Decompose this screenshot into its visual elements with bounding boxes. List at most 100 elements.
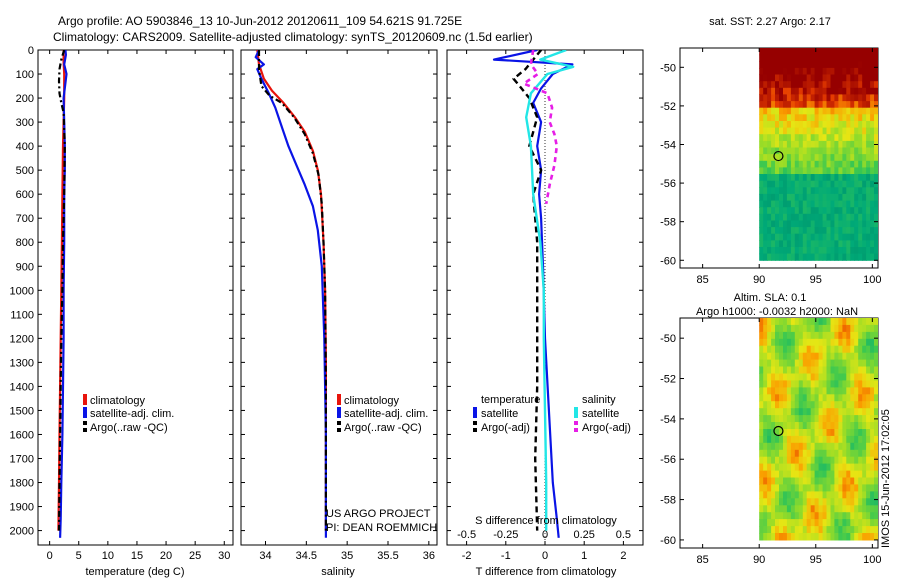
heatmap-cell [866,435,871,444]
heatmap-cell [838,477,843,485]
heatmap-cell [794,366,800,374]
heatmap-cell [858,526,863,534]
heatmap-cell [759,408,764,416]
heatmap-cell [830,121,836,129]
heatmap-cell [759,505,764,513]
heatmap-cell [779,227,784,235]
heatmap-cell [850,213,855,221]
heatmap-cell [874,442,878,451]
heatmap-cell [806,373,812,381]
heatmap-cell [874,74,878,82]
heatmap-cell [783,193,788,202]
heatmap-cell [842,220,847,228]
heatmap-cell [814,240,820,248]
heatmap-cell [842,387,847,395]
heatmap-cell [850,54,855,62]
xtick-label: 34 [259,550,271,562]
heatmap-cell [814,338,820,347]
heatmap-cell [866,101,871,109]
heatmap-cell [802,48,808,56]
heatmap-cell [874,324,878,333]
heatmap-cell [786,220,792,228]
map-ytick-label: -58 [660,495,676,507]
heatmap-cell [810,240,816,248]
heatmap-cell [786,101,792,109]
heatmap-cell [786,74,792,82]
heatmap-cell [767,253,772,261]
heatmap-cell [783,200,788,208]
heatmap-cell [779,373,784,381]
heatmap-cell [767,345,772,354]
difference-xlabel: T difference from climatology [476,566,617,578]
heatmap-cell [842,121,847,129]
heatmap-cell [866,463,871,472]
xtick-label: 20 [160,550,172,562]
heatmap-cell [790,484,796,492]
heatmap-cell [806,449,812,458]
heatmap-cell [826,54,832,62]
heatmap-cell [783,107,788,115]
heatmap-cell [779,107,784,115]
heatmap-cell [850,338,855,347]
heatmap-cell [783,174,788,182]
heatmap-cell [858,512,863,520]
heatmap-cell [814,101,820,109]
heatmap-cell [834,187,839,195]
heatmap-cell [790,67,796,76]
salinity-diff-tick-label: 0.5 [616,529,631,541]
heatmap-cell [874,408,878,416]
heatmap-cell [826,401,832,409]
heatmap-cell [858,180,863,188]
heatmap-cell [850,318,855,326]
heatmap-cell [838,526,843,534]
heatmap-cell [826,233,832,241]
heatmap-cell [783,240,788,248]
heatmap-cell [783,127,788,135]
heatmap-cell [786,526,792,534]
heatmap-cell [775,345,780,354]
xtick-label: 2 [620,550,626,562]
heatmap-cell [834,134,839,142]
heatmap-cell [830,359,836,368]
legend-label-temp-satellite: satellite [481,408,518,420]
heatmap-cell [822,140,828,149]
heatmap-cell [830,463,836,472]
heatmap-cell [854,505,859,513]
heatmap-cell [810,67,816,76]
heatmap-cell [802,526,808,534]
heatmap-cell [830,401,836,409]
heatmap-cell [862,470,867,479]
heatmap-cell [874,174,878,182]
heatmap-cell [870,134,875,142]
heatmap-cell [790,180,796,188]
heatmap-cell [810,54,816,62]
heatmap-cell [771,121,776,129]
heatmap-cell [818,174,824,182]
heatmap-cell [834,484,839,492]
heatmap-cell [779,526,784,534]
heatmap-cell [830,477,836,485]
heatmap-cell [806,352,812,361]
heatmap-cell [794,233,800,241]
heatmap-cell [798,387,804,395]
heatmap-cell [822,380,828,388]
heatmap-cell [783,449,788,458]
heatmap-cell [874,526,878,534]
heatmap-cell [806,200,812,208]
heatmap-cell [850,247,855,255]
heatmap-cell [767,484,772,492]
heatmap-cell [783,373,788,381]
heatmap-cell [802,463,808,472]
heatmap-cell [874,435,878,444]
heatmap-cell [798,408,804,416]
heatmap-cell [826,253,832,261]
heatmap-cell [806,187,812,195]
heatmap-cell [866,519,871,527]
heatmap-cell [759,121,764,129]
heatmap-cell [810,498,816,506]
heatmap-cell [798,61,804,69]
heatmap-cell [850,174,855,182]
heatmap-cell [810,449,816,458]
heatmap-cell [854,331,859,340]
heatmap-cell [771,442,776,451]
